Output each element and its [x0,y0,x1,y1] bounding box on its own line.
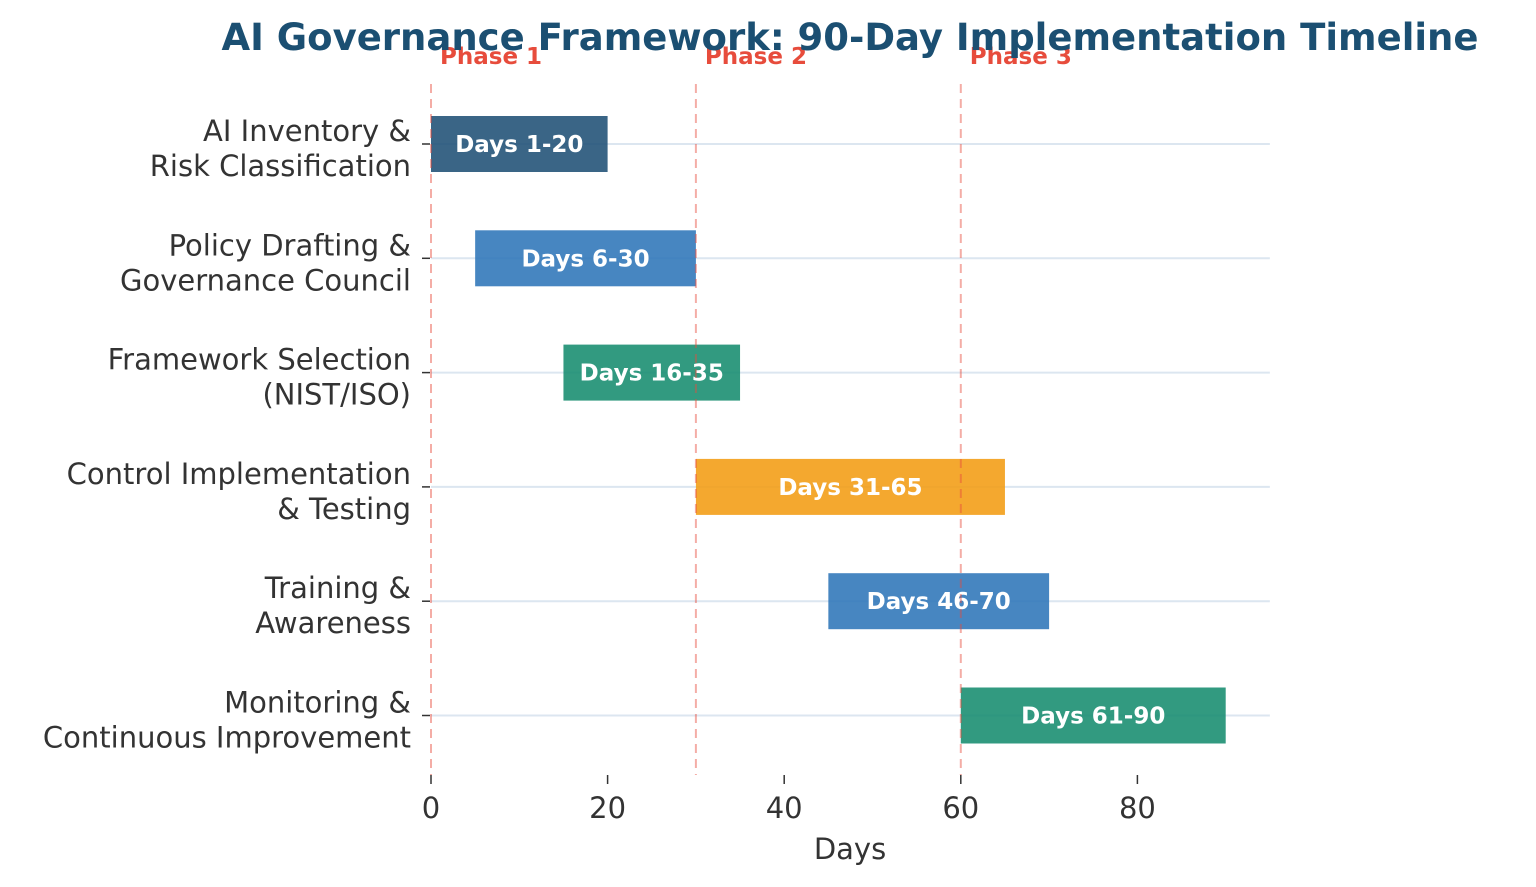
bar-label: Days 46-70 [867,589,1011,615]
x-tick-label: 60 [942,791,979,825]
y-tick-label: AI Inventory & Risk Classification [150,114,411,183]
y-tick-label: Policy Drafting & Governance Council [120,228,411,297]
task-bar [475,230,696,287]
phase-label: Phase 3 [970,44,1072,70]
axis-layer: AI Inventory & Risk Classification Policy … [43,114,1156,825]
y-tick-label: Framework Selection (NIST/ISO) [108,343,411,412]
task-bar [828,573,1050,630]
task-bar [695,458,1005,515]
phase-label: Phase 2 [705,44,807,70]
y-tick-label: Monitoring & Continuous Improvement [43,686,411,755]
grid-layer [431,143,1270,717]
bar-label: Days 31-65 [778,475,922,501]
phase-layer: Phase 1 Phase 2 Phase 3 [430,44,1072,775]
phase-label: Phase 1 [440,44,542,70]
y-tick-label: Control Implementation & Testing [67,457,411,526]
task-bar [431,116,608,172]
x-tick-label: 80 [1119,791,1156,825]
x-tick-label: 0 [422,791,440,825]
bar-label: Days 6-30 [521,246,649,272]
bar-label: Days 16-35 [580,361,724,387]
x-tick-label: 40 [766,791,803,825]
y-tick-label: Training & Awareness [255,571,411,640]
task-bar [960,687,1226,744]
bar-label: Days 1-20 [455,132,583,158]
bar-label: Days 61-90 [1021,704,1165,730]
x-tick-label: 20 [589,791,626,825]
bar-layer: Days 1-20 Days 6-30 Days 16-35 Days 31-65 Da… [431,116,1226,744]
chart-title: AI Governance Framework: 90-Day Implemen… [222,16,1479,59]
x-axis-label: Days [814,832,886,866]
task-bar [563,344,741,401]
